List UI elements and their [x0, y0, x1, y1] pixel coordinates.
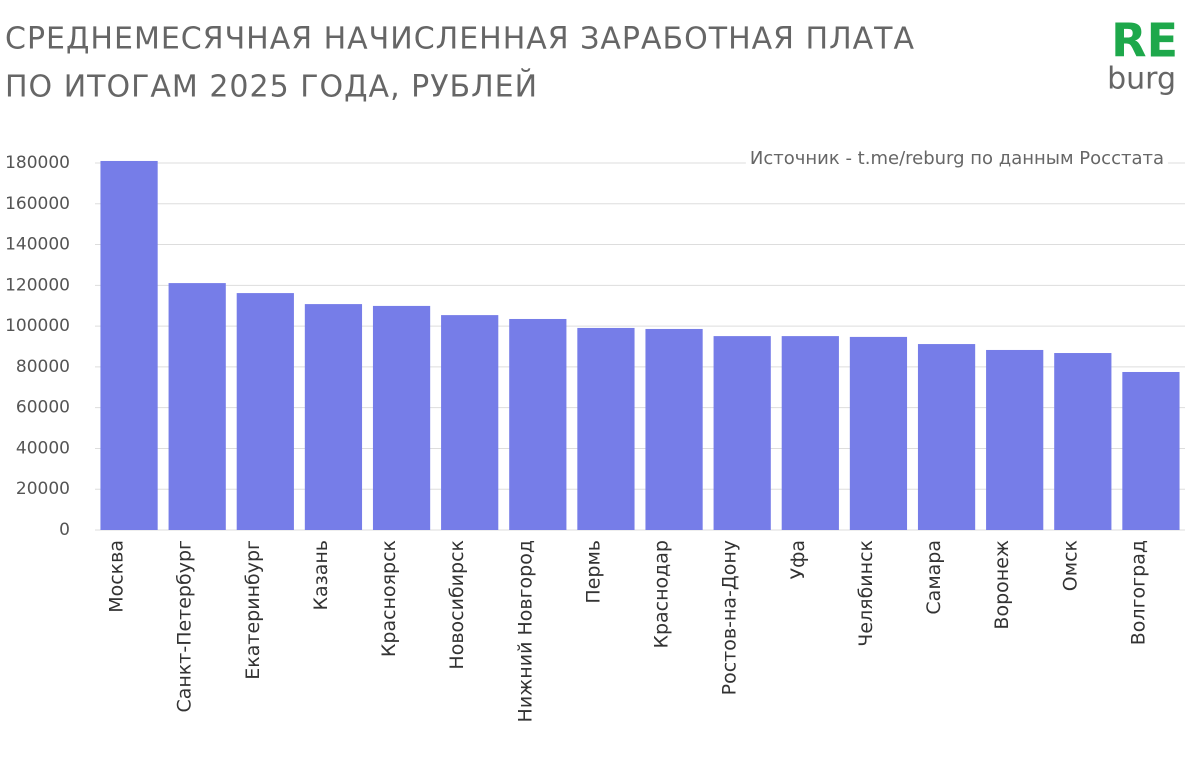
x-tick-label: Воронеж: [991, 540, 1013, 630]
y-tick-label: 100000: [5, 316, 70, 336]
x-tick-label: Челябинск: [855, 540, 877, 647]
x-tick-label: Уфа: [787, 540, 809, 579]
x-tick-label: Новосибирск: [446, 540, 468, 670]
bar: [100, 160, 158, 530]
bar: [236, 293, 294, 530]
bar: [849, 336, 908, 530]
x-tick-label: Екатеринбург: [242, 540, 264, 680]
bar: [1054, 353, 1112, 530]
y-tick-label: 80000: [16, 357, 70, 377]
x-tick-label: Пермь: [582, 540, 604, 604]
bar: [645, 328, 703, 530]
bar: [372, 305, 431, 530]
chart-title-line: ПО ИТОГАМ 2025 ГОДА, РУБЛЕЙ: [5, 69, 538, 105]
chart-title-line: СРЕДНЕМЕСЯЧНАЯ НАЧИСЛЕННАЯ ЗАРАБОТНАЯ ПЛ…: [5, 22, 915, 57]
source-bg: [745, 148, 1168, 169]
y-tick-label: 120000: [5, 275, 70, 295]
bar: [781, 336, 839, 530]
x-tick-label: Казань: [310, 540, 332, 611]
bar: [577, 327, 635, 530]
y-tick-label: 20000: [16, 479, 70, 499]
y-tick-label: 180000: [5, 153, 70, 173]
bar: [1122, 371, 1180, 530]
source-note: Источник - t.me/reburg по данным Росстат…: [750, 148, 1164, 169]
x-tick-label: Красноярск: [378, 540, 400, 657]
x-tick-label: Москва: [106, 540, 128, 613]
logo-re: RE: [1111, 14, 1178, 68]
x-tick-label: Ростов-на-Дону: [719, 540, 741, 695]
bar: [304, 304, 363, 530]
x-tick-label: Омск: [1059, 540, 1081, 591]
bar: [986, 349, 1044, 530]
y-tick-label: 60000: [16, 398, 70, 418]
y-tick-label: 0: [59, 520, 70, 540]
y-tick-label: 160000: [5, 194, 70, 214]
bar: [168, 283, 226, 530]
y-tick-label: 140000: [5, 235, 70, 255]
x-tick-label: Самара: [923, 540, 945, 615]
logo-burg: burg: [1107, 62, 1176, 97]
x-tick-label: Нижний Новгород: [514, 540, 536, 722]
bar: [713, 336, 771, 530]
bar: [441, 315, 499, 530]
x-tick-label: Краснодар: [651, 540, 673, 649]
y-tick-label: 40000: [16, 438, 70, 458]
x-tick-label: Санкт-Петербург: [174, 540, 196, 713]
x-tick-label: Волгоград: [1127, 540, 1149, 645]
bar: [509, 318, 567, 530]
bar: [917, 344, 976, 530]
